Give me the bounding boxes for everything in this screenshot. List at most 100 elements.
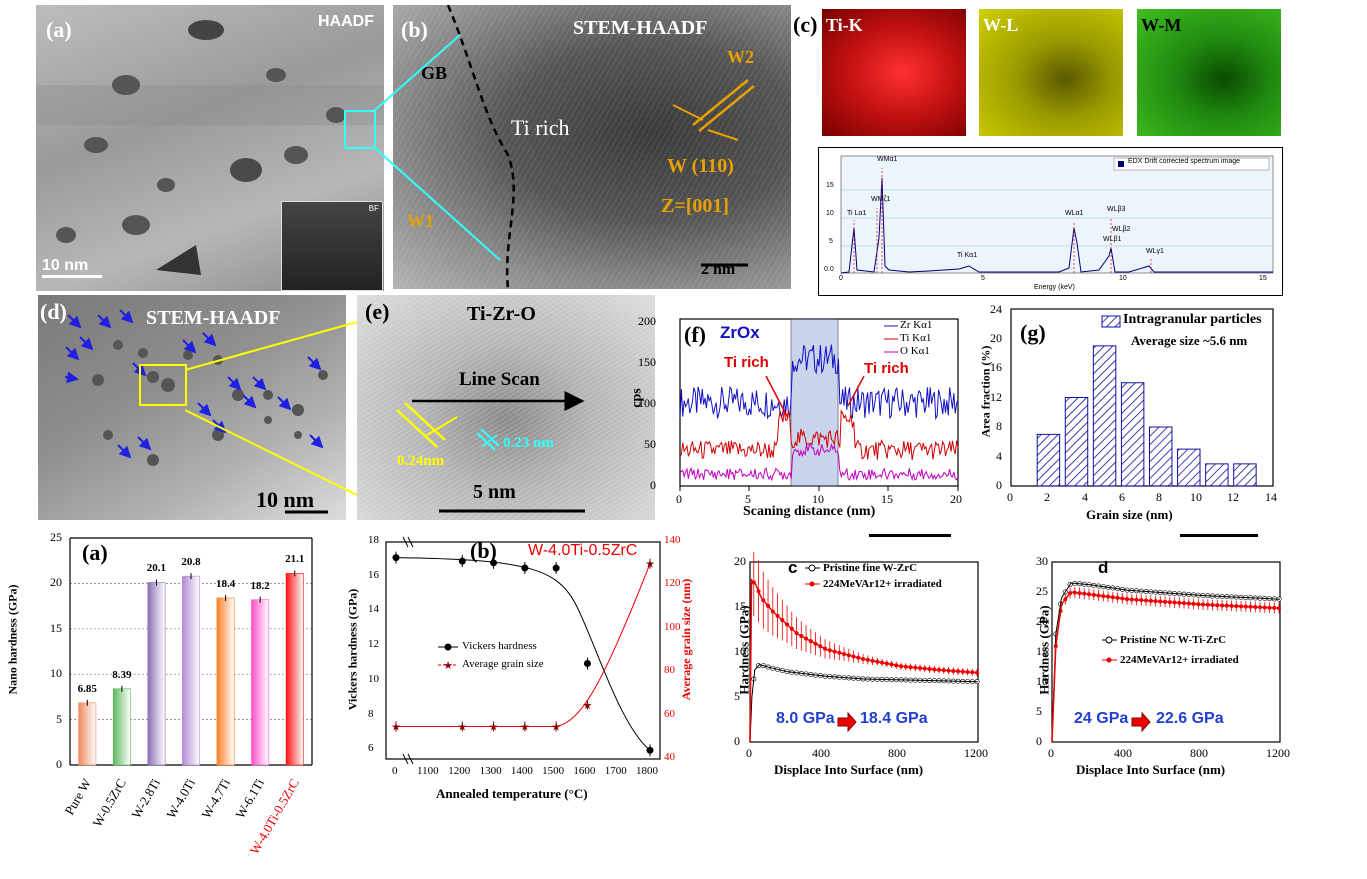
peak-label: WMζ1 [871, 196, 891, 203]
d-spacing-label: 0.23 nm [503, 435, 554, 451]
scale-label: 10 nm [42, 257, 89, 274]
x-axis-label: Displace Into Surface (nm) [1076, 762, 1226, 777]
y2-tick: 40 [664, 751, 675, 763]
y-tick: 25 [1036, 584, 1048, 598]
y-tick: 20 [50, 575, 62, 589]
legend-entry: Zr Kα1 [900, 319, 933, 331]
mode-label: STEM-HAADF [573, 17, 708, 39]
y-tick: 20 [1036, 614, 1048, 628]
map-label: W-M [1141, 15, 1182, 35]
w-m-map: W-M [1137, 9, 1281, 136]
histogram-bar [1064, 397, 1089, 487]
panel-label-d: (d) [40, 299, 67, 324]
edx-spectrum: EDX Drift corrected spectrum image WMα1 … [818, 147, 1283, 296]
x-tick: 0 [392, 765, 398, 777]
data-label: 18.2 [250, 579, 270, 592]
inset-label: BF [368, 204, 379, 213]
legend-entry: Intragranular particles [1123, 312, 1262, 327]
y-tick: 0 [56, 757, 62, 771]
peak-label: WMα1 [877, 156, 898, 163]
panel-label: (a) [82, 540, 108, 565]
chart-title: W-4.0Ti-0.5ZrC [528, 542, 638, 559]
y-tick: 12 [368, 638, 379, 651]
bar [112, 688, 131, 766]
data-label: 18.4 [215, 577, 236, 590]
x-tick: 1100 [417, 765, 439, 777]
peak-label: WLγ1 [1146, 248, 1164, 255]
legend-entry: Pristine NC W-Ti-ZrC [1120, 634, 1227, 646]
svg-text:★: ★ [443, 660, 453, 672]
annotation-from: 24 GPa [1074, 710, 1129, 727]
x-tick: 1400 [510, 765, 533, 777]
legend-entry: Pristine fine W-ZrC [823, 562, 918, 574]
y2-tick: 80 [664, 664, 675, 677]
x-axis-label: Energy (keV) [1034, 284, 1075, 291]
histogram-bar [1205, 463, 1229, 487]
histogram-bar [1120, 382, 1145, 487]
panel-label-b: (b) [401, 17, 428, 42]
peak-label: Ti Kα1 [957, 252, 978, 259]
y-tick: 5 [1036, 704, 1042, 718]
y-tick: 16 [368, 568, 379, 581]
y-tick: 150 [638, 355, 656, 369]
line-scan-label: Line Scan [459, 369, 540, 390]
y-tick: 5 [829, 238, 833, 245]
scale-bar [42, 275, 102, 278]
peak-label: WLα1 [1065, 210, 1084, 217]
panel-label: d [1098, 558, 1109, 577]
x-tick: 12 [1227, 490, 1239, 504]
x-tick: 400 [1114, 746, 1132, 760]
mode-label: STEM-HAADF [146, 307, 281, 329]
map-label: W-L [983, 15, 1019, 35]
x-tick: 15 [1259, 275, 1267, 282]
zoom-connector [374, 34, 501, 261]
x-tick: 0 [746, 746, 752, 760]
stem-haadf-b: (b) STEM-HAADF GB Ti rich W1 W2 W (110) … [393, 5, 791, 289]
y2-tick: 140 [664, 534, 681, 546]
bar [285, 573, 304, 766]
y-tick: 24 [990, 302, 1002, 316]
y-tick: 14 [368, 603, 379, 616]
y-tick: 20 [990, 331, 1002, 345]
data-label: 6.85 [77, 682, 97, 695]
bar [182, 575, 200, 766]
x-axis-label: Scaning distance (nm) [743, 504, 876, 519]
peak-label: Ti Lα1 [847, 210, 867, 217]
d-spacing-label: 0.24nm [397, 453, 445, 469]
y2-tick: 100 [664, 620, 681, 633]
y-tick: 16 [990, 360, 1002, 374]
y-tick: 0 [650, 478, 656, 492]
haadf-micrograph-a: (a) HAADF BF 10 nm [36, 5, 384, 291]
x-tick: 1200 [1266, 746, 1290, 760]
bar [147, 582, 166, 766]
x-tick: 14 [1265, 490, 1277, 504]
histogram-bar [1036, 433, 1061, 487]
gb-label: GB [421, 63, 448, 83]
y-tick: 18 [368, 534, 379, 546]
x-tick: 0 [676, 492, 682, 506]
panel-label-f: (f) [684, 322, 706, 347]
y-tick: 10 [50, 666, 62, 680]
legend-entry: 224MeVAr12+ irradiated [823, 578, 942, 590]
x-tick: 1600 [573, 765, 596, 777]
y-axis-label: Nano hardness (GPa) [5, 584, 20, 695]
histogram-bar [1233, 463, 1257, 487]
panel-label: (b) [470, 538, 497, 563]
x-tick: 1300 [479, 765, 502, 777]
x-tick: 0 [1007, 490, 1013, 504]
annotation-to: 18.4 GPa [860, 710, 928, 727]
legend-entry: 224MeVAr12+ irradiated [1120, 654, 1239, 666]
y2-tick: 60 [664, 707, 675, 720]
y2-axis-label: Average grain size (nm) [679, 578, 694, 701]
data-label: 8.39 [112, 668, 132, 681]
data-label: 20.8 [181, 556, 201, 569]
y-tick: 8 [368, 707, 374, 720]
histogram-bar [1092, 345, 1117, 487]
irradiation-chart-d: d Pristine NC W-Ti-ZrC 224MeVAr12+ irrad… [1012, 552, 1292, 782]
x-tick: 15 [881, 492, 893, 506]
x-tick: 5 [981, 275, 985, 282]
y-tick: 200 [638, 314, 656, 328]
y-tick: 12 [990, 390, 1002, 404]
map-label: Ti-K [826, 15, 863, 35]
x-tick: 400 [812, 746, 830, 760]
